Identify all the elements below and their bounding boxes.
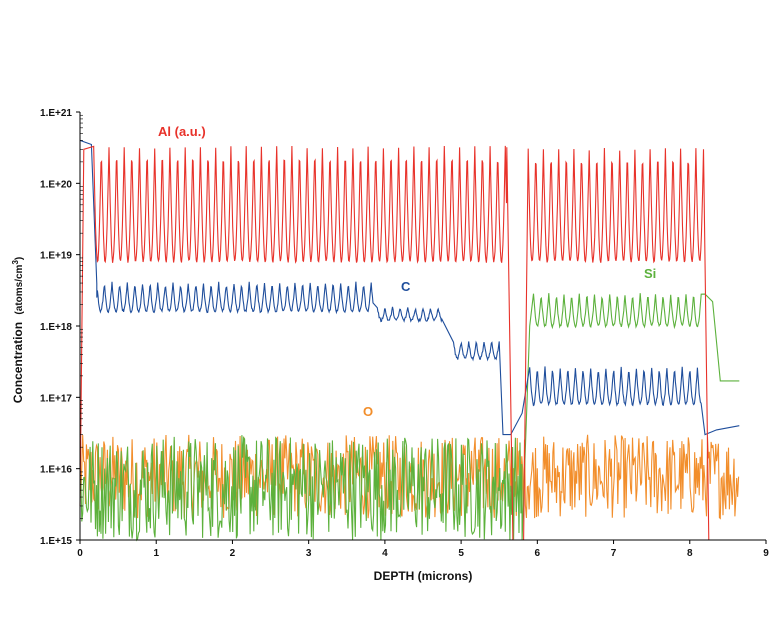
y-axis-title-main: Concentration xyxy=(11,322,25,403)
x-tick-label: 0 xyxy=(77,548,83,559)
y-tick-label: 1.E+20 xyxy=(40,179,72,190)
x-axis-title: DEPTH (microns) xyxy=(374,569,473,583)
series-label-al: Al (a.u.) xyxy=(158,124,206,139)
x-tick-label: 4 xyxy=(382,548,388,559)
x-tick-label: 9 xyxy=(763,548,769,559)
y-axis-title-close: ) xyxy=(14,257,25,260)
x-tick-label: 8 xyxy=(687,548,693,559)
x-tick-label: 3 xyxy=(306,548,312,559)
series-line-al-a-u xyxy=(79,145,740,541)
y-axis-title: Concentration (atoms/cm3) xyxy=(11,257,25,404)
x-tick-label: 1 xyxy=(153,548,159,559)
series-line-si xyxy=(79,293,740,542)
y-tick-label: 1.E+18 xyxy=(40,322,72,333)
y-axis-title-unit: (atoms/cm xyxy=(14,264,25,314)
series-line-c xyxy=(79,139,740,436)
series-layer xyxy=(79,139,740,542)
x-tick-label: 2 xyxy=(230,548,236,559)
y-tick-label: 1.E+15 xyxy=(40,536,72,547)
series-label-o: O xyxy=(363,404,373,419)
y-tick-label: 1.E+19 xyxy=(40,251,72,262)
y-tick-label: 1.E+16 xyxy=(40,465,72,476)
series-label-c: C xyxy=(401,279,411,294)
x-tick-label: 5 xyxy=(458,548,464,559)
axes-layer: 0 1 2 3 4 5 6 7 8 9 1.E+15 1.E+16 1.E+17 1.E+18 1.E+19… xyxy=(40,108,769,559)
y-tick-label: 1.E+21 xyxy=(40,108,72,119)
y-tick-label: 1.E+17 xyxy=(40,393,72,404)
x-tick-label: 7 xyxy=(611,548,617,559)
x-tick-label: 6 xyxy=(535,548,541,559)
series-label-si: Si xyxy=(644,266,656,281)
y-axis-title-sup: 3 xyxy=(11,260,20,265)
